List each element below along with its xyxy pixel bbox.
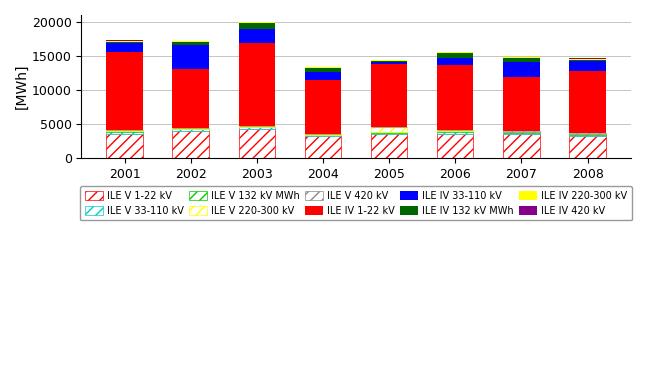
Bar <box>570 60 606 61</box>
Bar <box>570 71 606 133</box>
Bar <box>371 60 407 61</box>
Bar <box>238 127 275 129</box>
Bar <box>570 134 606 135</box>
Bar <box>371 62 407 64</box>
Bar <box>371 134 407 158</box>
Y-axis label: [MWh]: [MWh] <box>15 64 29 109</box>
Bar <box>503 132 540 133</box>
Bar <box>503 77 540 131</box>
Bar <box>238 129 275 158</box>
Bar <box>173 69 209 128</box>
Bar <box>371 61 407 62</box>
Bar <box>437 58 473 65</box>
Bar <box>503 57 540 58</box>
Bar <box>503 58 540 63</box>
Legend: ILE V 1-22 kV, ILE V 33-110 kV, ILE V 132 kV MWh, ILE V 220-300 kV, ILE V 420 kV: ILE V 1-22 kV, ILE V 33-110 kV, ILE V 13… <box>80 186 631 220</box>
Bar <box>305 134 341 135</box>
Bar <box>173 129 209 131</box>
Bar <box>238 126 275 127</box>
Bar <box>305 135 341 136</box>
Bar <box>305 67 341 68</box>
Bar <box>437 131 473 132</box>
Bar <box>106 134 143 158</box>
Bar <box>371 127 407 132</box>
Bar <box>106 41 143 43</box>
Bar <box>570 58 606 60</box>
Bar <box>437 52 473 53</box>
Bar <box>437 132 473 134</box>
Bar <box>305 72 341 80</box>
Bar <box>173 131 209 158</box>
Bar <box>305 68 341 72</box>
Bar <box>173 45 209 69</box>
Bar <box>238 43 275 126</box>
Bar <box>437 65 473 130</box>
Bar <box>238 22 275 23</box>
Bar <box>173 41 209 42</box>
Bar <box>106 132 143 134</box>
Bar <box>371 133 407 134</box>
Bar <box>371 64 407 127</box>
Bar <box>106 131 143 132</box>
Bar <box>238 29 275 43</box>
Bar <box>305 80 341 134</box>
Bar <box>503 63 540 77</box>
Bar <box>238 23 275 29</box>
Bar <box>570 136 606 158</box>
Bar <box>503 133 540 134</box>
Bar <box>437 134 473 158</box>
Bar <box>305 136 341 158</box>
Bar <box>173 42 209 45</box>
Bar <box>173 128 209 129</box>
Bar <box>371 132 407 133</box>
Bar <box>437 53 473 58</box>
Bar <box>503 134 540 158</box>
Bar <box>570 135 606 136</box>
Bar <box>106 43 143 52</box>
Bar <box>570 61 606 71</box>
Bar <box>437 130 473 131</box>
Bar <box>106 52 143 130</box>
